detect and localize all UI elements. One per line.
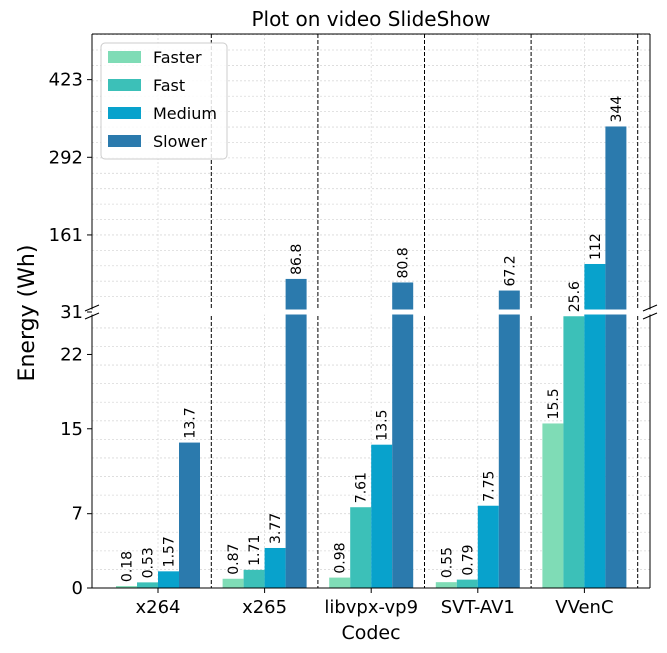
bar <box>158 571 179 588</box>
legend-label: Faster <box>153 48 202 67</box>
data-label: 25.6 <box>567 281 583 312</box>
bar <box>222 578 244 588</box>
y-tick-label: 22 <box>60 344 83 365</box>
bar <box>435 582 457 588</box>
bar <box>179 442 200 588</box>
bar <box>542 423 564 588</box>
bar <box>584 263 606 312</box>
axis-break-mark <box>642 304 658 312</box>
y-tick-label: 0 <box>72 578 83 599</box>
x-axis-label: Codec <box>341 622 400 644</box>
legend-label: Fast <box>153 76 185 95</box>
bar <box>285 278 307 312</box>
data-label: 0.53 <box>141 547 157 578</box>
legend-label: Slower <box>153 132 207 151</box>
bar <box>605 312 627 588</box>
axis-break-mark <box>642 312 658 320</box>
data-label: 0.98 <box>333 542 349 573</box>
chart-title: Plot on video SlideShow <box>251 7 490 31</box>
bar <box>243 569 265 588</box>
x-tick-label: x265 <box>242 597 287 618</box>
data-label: 15.5 <box>546 388 562 419</box>
y-tick-label: 292 <box>49 147 83 168</box>
bar <box>498 290 520 312</box>
x-tick-label: libvpx-vp9 <box>324 597 418 618</box>
data-label: 0.18 <box>120 551 136 582</box>
y-tick-label: 15 <box>60 419 83 440</box>
bar <box>392 282 414 312</box>
legend: Faster Fast Medium Slower <box>100 42 228 160</box>
data-label: 86.8 <box>289 244 305 275</box>
legend-swatch <box>108 79 141 91</box>
data-label: 67.2 <box>502 255 518 286</box>
bar <box>116 586 137 588</box>
y-axis-label: Energy (Wh) <box>15 245 40 382</box>
axes: 0 7 15 22 31 161 292 423 x264 x265 libvpx-vp9 SVT-A… <box>49 70 614 618</box>
bar <box>329 577 351 588</box>
data-label: 1.57 <box>162 536 178 567</box>
bar <box>350 507 372 588</box>
y-tick-label: 7 <box>72 504 83 525</box>
bar <box>498 312 520 588</box>
bar <box>456 579 478 588</box>
legend-swatch <box>108 51 141 63</box>
y-tick-label: 31 <box>60 302 83 323</box>
axis-break-mark <box>84 312 100 320</box>
bar <box>605 126 627 312</box>
data-label: 0.55 <box>439 547 455 578</box>
data-label: 13.7 <box>183 407 199 438</box>
y-tick-label: 161 <box>49 225 83 246</box>
axis-break-mark <box>84 304 100 312</box>
bar <box>264 547 286 588</box>
axis-break-gap <box>92 309 650 315</box>
bar <box>477 505 499 588</box>
bar <box>137 582 158 588</box>
data-label: 13.5 <box>375 410 391 441</box>
bar <box>285 312 307 588</box>
x-tick-label: VVenC <box>555 597 613 618</box>
data-label: 344 <box>609 96 625 123</box>
data-labels: 0.18 0.87 0.98 0.55 15.5 0.53 1.71 7.61 0.79 25.6… <box>120 96 625 582</box>
data-label: 112 <box>588 233 604 260</box>
y-tick-label: 423 <box>49 70 83 91</box>
bar <box>563 316 585 588</box>
bars <box>116 126 627 588</box>
legend-swatch <box>108 135 141 147</box>
data-label: 0.79 <box>460 544 476 575</box>
legend-box <box>100 42 228 160</box>
data-label: 1.71 <box>247 535 263 566</box>
x-tick-label: x264 <box>135 597 180 618</box>
data-label: 7.75 <box>481 471 497 502</box>
data-label: 0.87 <box>226 544 242 575</box>
x-tick-label: SVT-AV1 <box>441 597 515 618</box>
legend-swatch <box>108 107 141 119</box>
data-label: 7.61 <box>354 472 370 503</box>
bar <box>584 312 606 588</box>
legend-label: Medium <box>153 104 217 123</box>
data-label: 80.8 <box>396 247 412 278</box>
bar <box>371 444 393 588</box>
bar <box>392 312 414 588</box>
data-label: 3.77 <box>268 513 284 544</box>
plot-frame <box>84 33 658 589</box>
